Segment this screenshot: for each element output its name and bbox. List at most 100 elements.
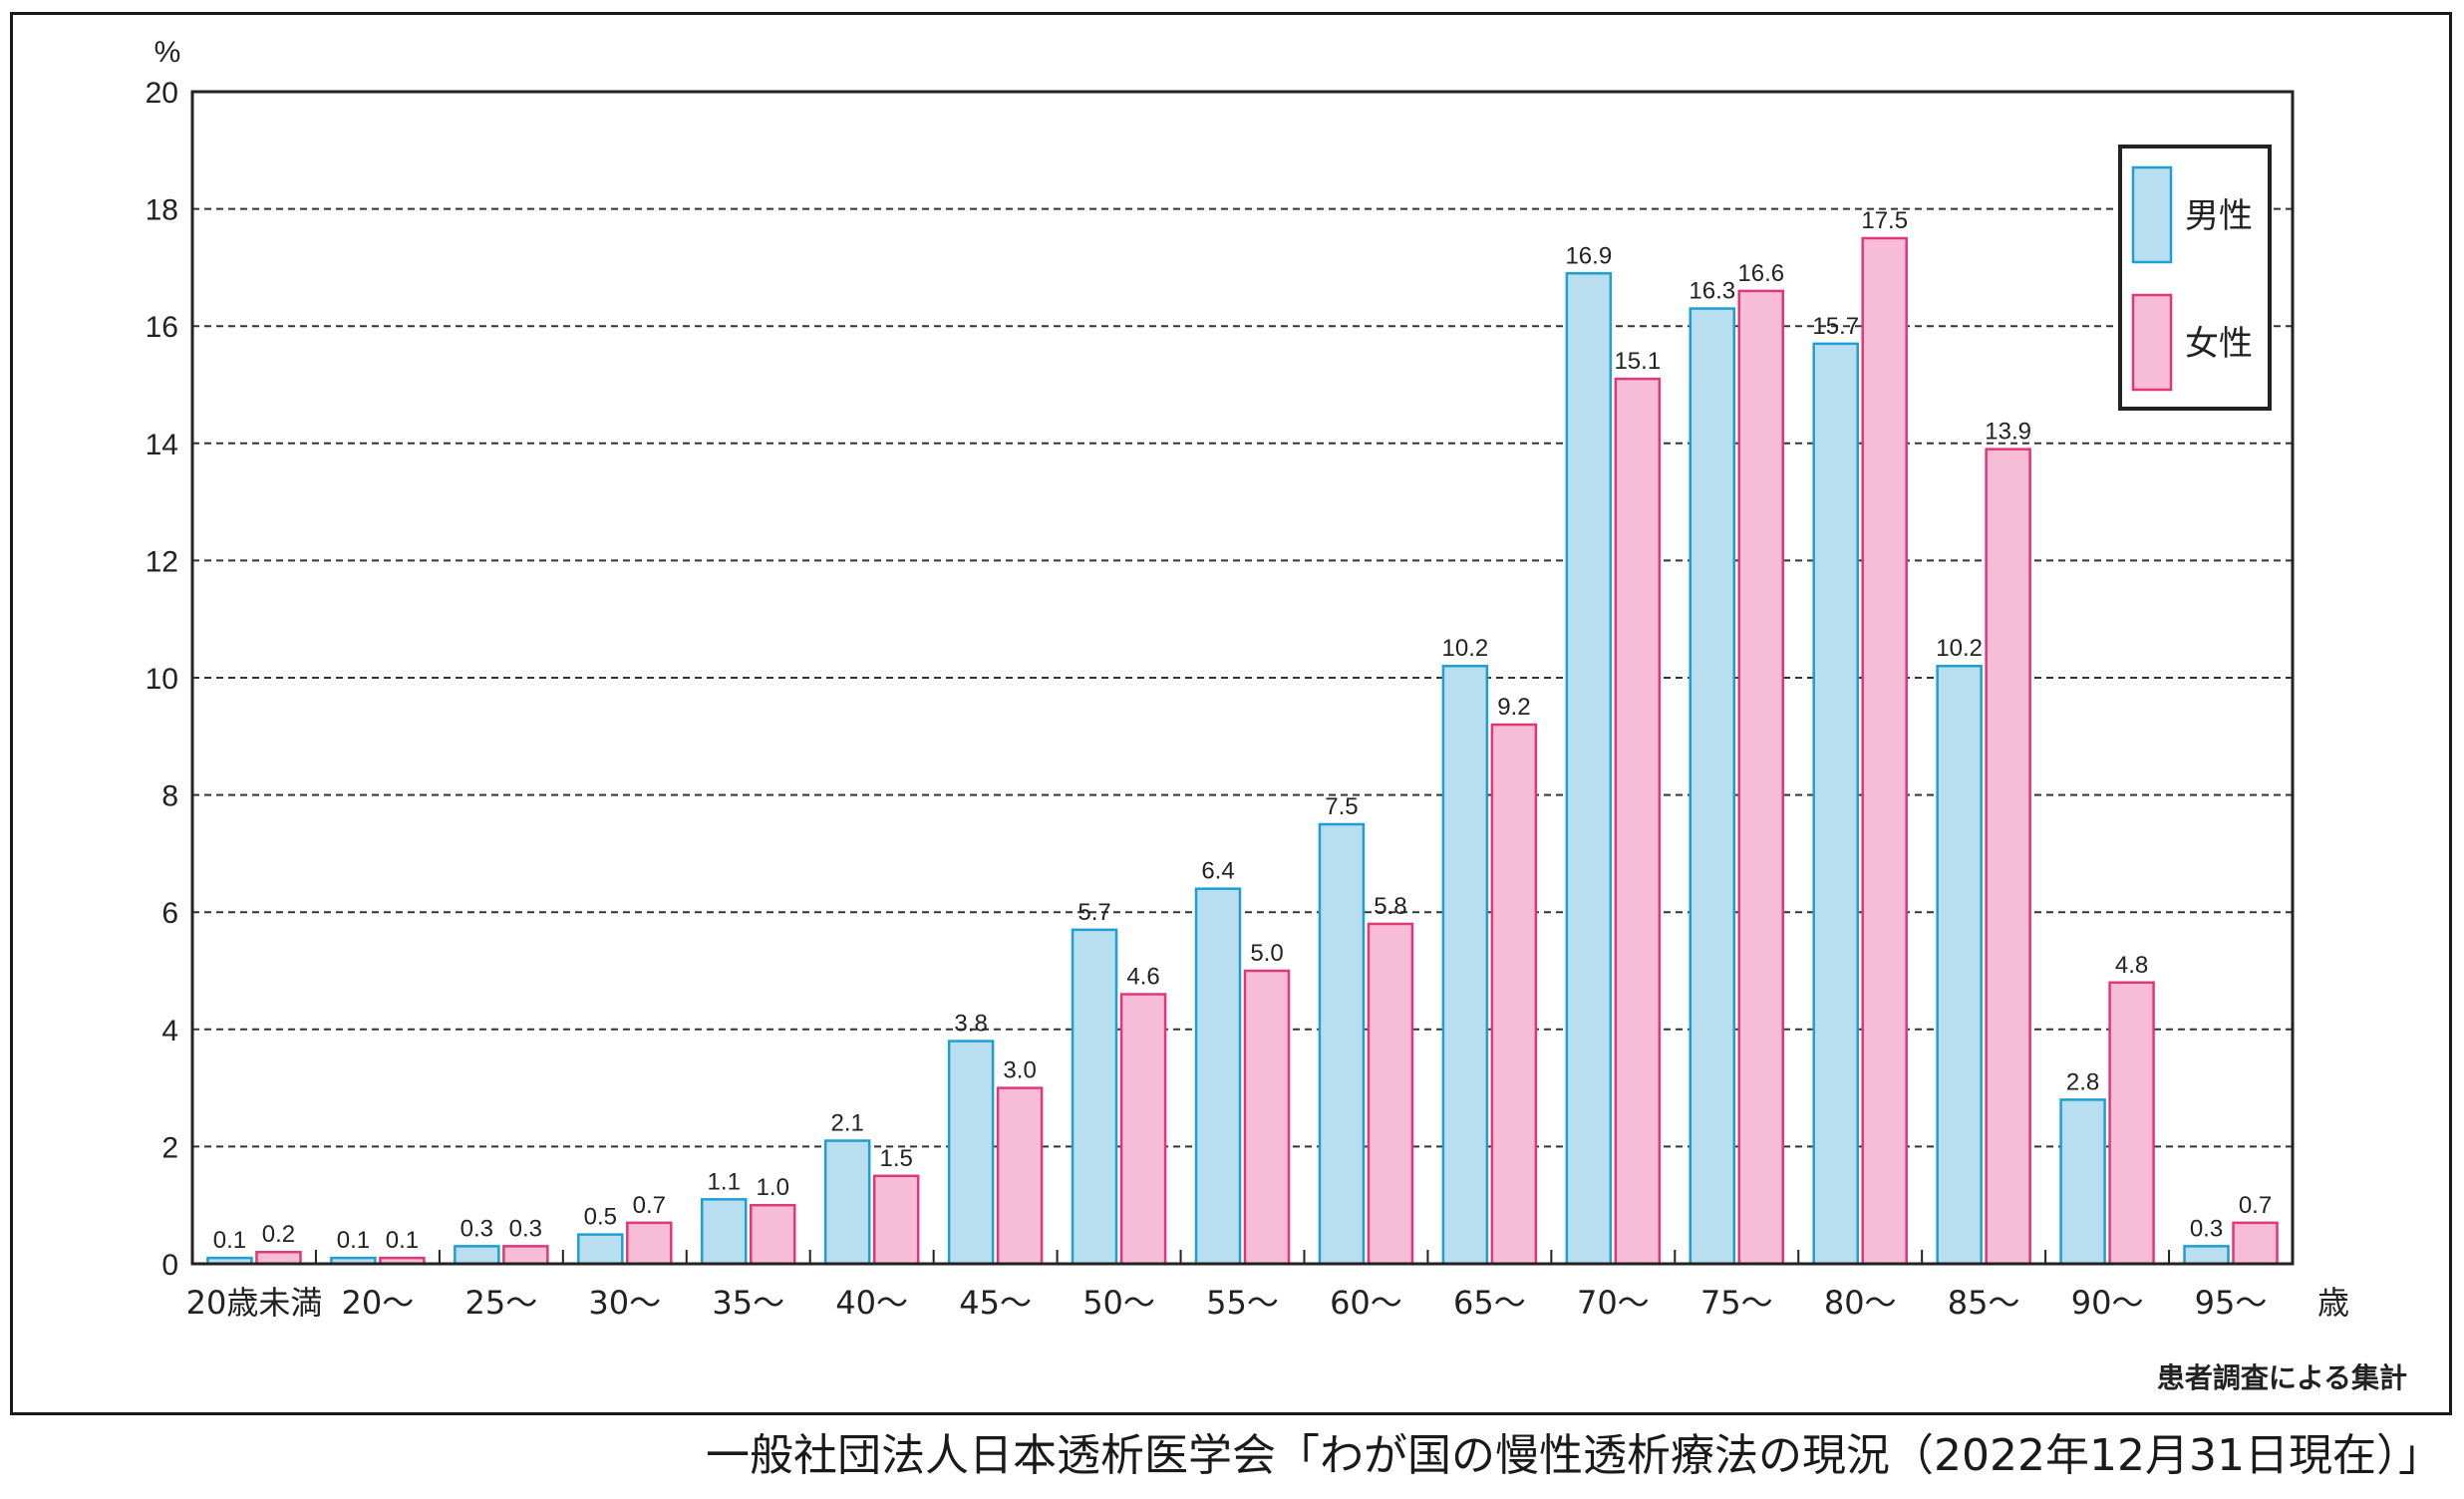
data-label: 15.7 [1812, 313, 1859, 340]
data-label: 4.8 [2115, 952, 2148, 979]
source-citation: 一般社団法人日本透析医学会「わが国の慢性透析療法の現況（2022年12月31日現… [706, 1430, 2442, 1481]
y-tick-label: 6 [161, 897, 178, 930]
data-label: 10.2 [1442, 635, 1489, 662]
bar-female [872, 1174, 920, 1266]
bar-female [1614, 377, 1662, 1266]
y-tick-label: 0 [161, 1249, 178, 1282]
bar-female [749, 1203, 796, 1266]
x-tick-label: 70〜 [1577, 1284, 1650, 1322]
y-tick-label: 14 [146, 429, 178, 461]
data-label: 6.4 [1201, 858, 1234, 885]
y-tick-label: 8 [161, 780, 178, 813]
bar-female [2108, 981, 2155, 1266]
data-label: 0.1 [386, 1227, 419, 1254]
y-tick-label: 20 [146, 77, 178, 110]
bar-female [1119, 993, 1167, 1266]
plot-border [190, 90, 2295, 1266]
data-label: 0.3 [461, 1215, 493, 1242]
data-label: 0.1 [213, 1227, 246, 1254]
bar-female [1985, 448, 2031, 1266]
data-label: 16.3 [1689, 278, 1735, 305]
bar-female [1861, 236, 1908, 1266]
bar-male [1565, 272, 1613, 1266]
bar-female [2232, 1221, 2279, 1266]
data-label: 0.3 [2190, 1215, 2223, 1242]
bar-female [626, 1221, 673, 1266]
bar-male [1441, 664, 1489, 1266]
bar-male [1194, 887, 1242, 1266]
legend-label: 女性 [2185, 324, 2253, 364]
data-label: 16.9 [1565, 242, 1612, 269]
data-label: 0.2 [262, 1221, 295, 1248]
data-label: 9.2 [1497, 694, 1530, 721]
data-label: 7.5 [1325, 793, 1358, 820]
bar-female [1243, 969, 1291, 1266]
bars [206, 236, 2279, 1266]
bar-male [577, 1233, 624, 1266]
x-tick-label: 75〜 [1700, 1284, 1773, 1322]
data-label: 4.6 [1126, 964, 1159, 991]
annotation: 患者調査による集計 [2157, 1361, 2407, 1394]
legend-label: 男性 [2185, 196, 2253, 236]
bar-male [700, 1198, 748, 1266]
x-tick-label: 35〜 [712, 1284, 784, 1322]
data-label: 13.9 [1985, 419, 2031, 446]
data-label: 0.5 [584, 1204, 617, 1231]
data-label: 2.8 [2066, 1068, 2099, 1095]
bar-male [1689, 307, 1736, 1266]
labels: 0.1 0.2 20歳未満 0.1 0.1 20〜 0.3 0.3 25〜 0.5 0.7 30〜 1.… [186, 207, 2407, 1394]
x-tick-label: 90〜 [2071, 1284, 2144, 1322]
data-label: 1.5 [879, 1145, 912, 1172]
y-tick-label: 10 [146, 663, 178, 696]
bar-male [2183, 1245, 2230, 1266]
x-axis-unit: 歳 [2317, 1284, 2349, 1322]
bar-male [454, 1245, 500, 1266]
y-tick-label: 18 [146, 194, 178, 227]
bar-male [1071, 928, 1118, 1266]
data-label: 0.3 [509, 1215, 542, 1242]
data-label: 5.0 [1250, 940, 1283, 967]
data-label: 3.8 [954, 1011, 987, 1038]
bar-female [255, 1250, 302, 1266]
data-label: 2.1 [830, 1110, 863, 1137]
x-tick-label: 20歳未満 [186, 1284, 323, 1322]
data-label: 15.1 [1614, 348, 1661, 375]
x-tick-label: 55〜 [1206, 1284, 1279, 1322]
bar-female [502, 1245, 549, 1266]
y-tick-label: 16 [146, 311, 178, 344]
data-label: 5.8 [1374, 893, 1406, 920]
x-tick-label: 80〜 [1824, 1284, 1897, 1322]
data-label: 0.7 [2239, 1192, 2272, 1219]
bar-female [1490, 723, 1538, 1266]
y-tick-label: 2 [161, 1131, 178, 1164]
bar-female [1367, 922, 1414, 1266]
x-tick-label: 25〜 [464, 1284, 537, 1322]
data-label: 10.2 [1936, 635, 1983, 662]
x-tick-label: 30〜 [588, 1284, 661, 1322]
bar-male [823, 1139, 871, 1266]
data-label: 3.0 [1003, 1057, 1036, 1084]
legend-swatch [2131, 293, 2173, 392]
x-tick-label: 65〜 [1453, 1284, 1526, 1322]
x-tick-label: 20〜 [342, 1284, 415, 1322]
data-label: 1.0 [757, 1174, 789, 1201]
y-tick-label: 12 [146, 545, 178, 578]
data-label: 1.1 [708, 1168, 741, 1195]
x-tick-label: 40〜 [835, 1284, 908, 1322]
axes: 0 2 4 6 8 10 12 14 16 18 20% [146, 36, 2295, 1282]
data-label: 17.5 [1861, 207, 1908, 234]
bar-male [1936, 664, 1983, 1266]
data-label: 5.7 [1078, 899, 1110, 926]
legend-swatch [2131, 165, 2173, 264]
bar-male [947, 1040, 995, 1266]
bar-male [1812, 342, 1859, 1266]
x-tick-label: 50〜 [1082, 1284, 1155, 1322]
y-axis-unit: % [154, 36, 181, 69]
data-label: 16.6 [1737, 260, 1784, 287]
data-label: 0.1 [337, 1227, 370, 1254]
bar-female [996, 1086, 1044, 1266]
x-tick-label: 85〜 [1948, 1284, 2020, 1322]
x-tick-label: 95〜 [2195, 1284, 2268, 1322]
